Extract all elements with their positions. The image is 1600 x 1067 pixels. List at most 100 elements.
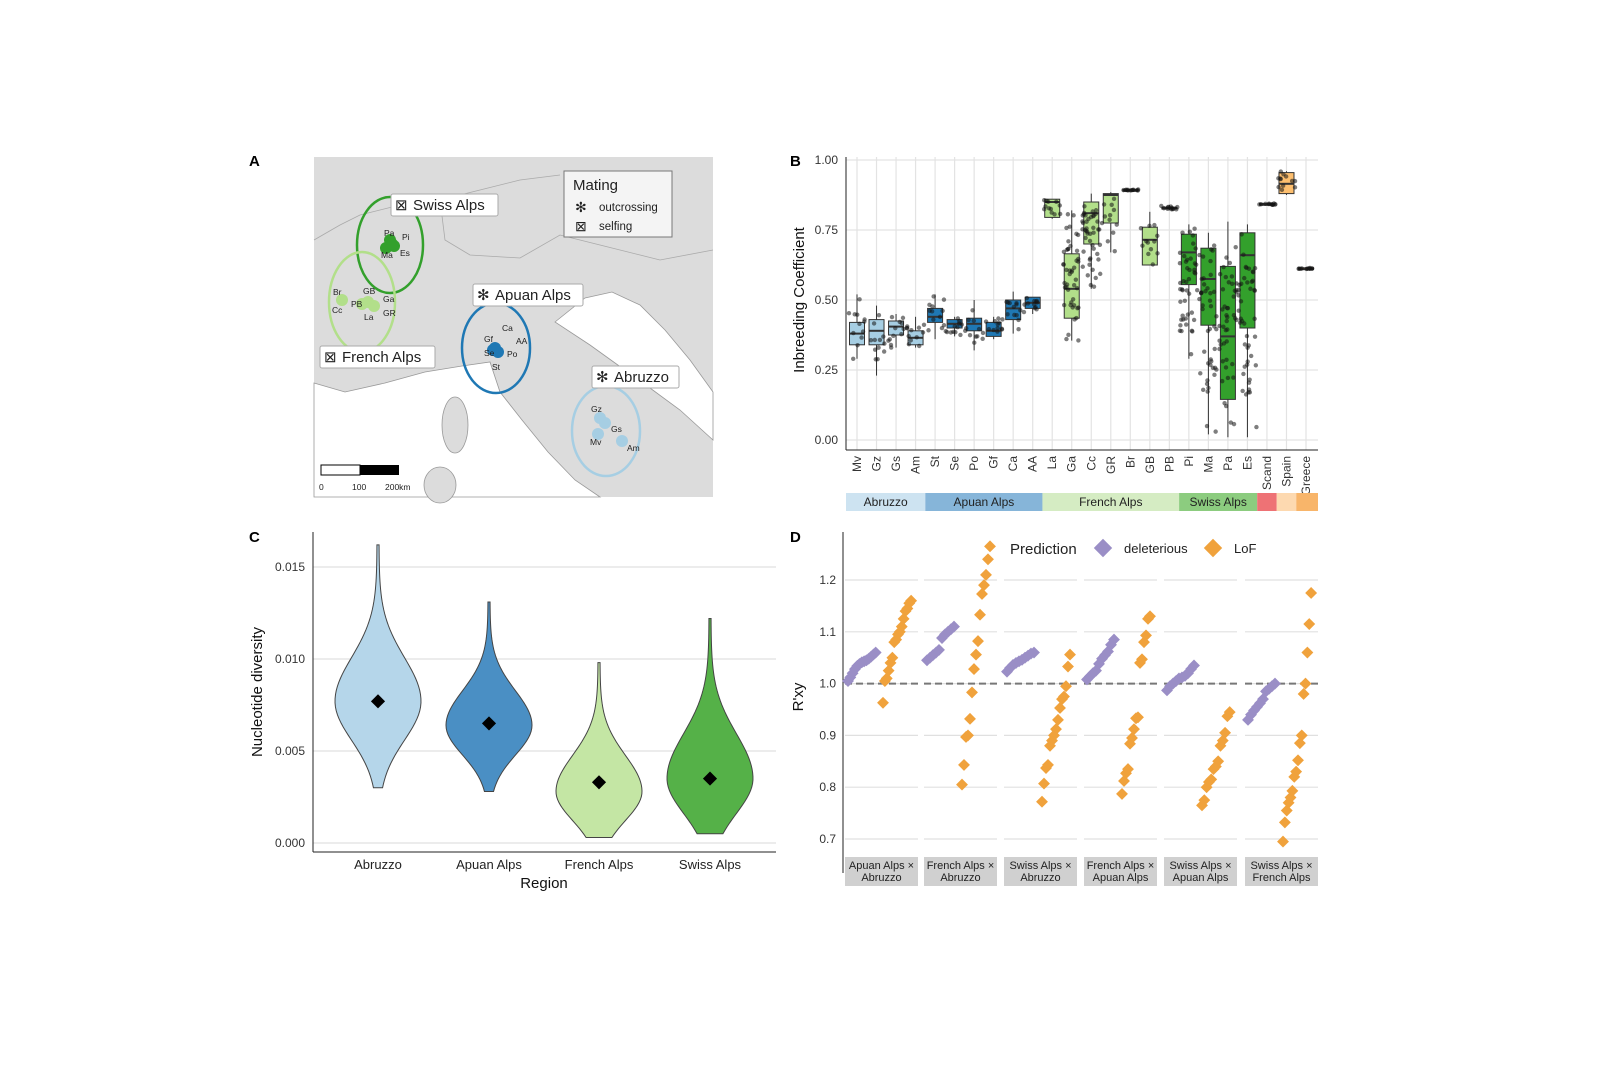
site-label: Br [333, 287, 342, 297]
data-point [1061, 302, 1067, 308]
data-point [1276, 184, 1281, 190]
data-point [941, 323, 947, 328]
data-point [1107, 212, 1113, 218]
lof-point [1042, 758, 1054, 771]
data-point [1073, 277, 1079, 282]
data-point [1254, 424, 1259, 430]
lof-point [1064, 648, 1076, 661]
data-point [1064, 336, 1069, 342]
data-point [1071, 213, 1076, 218]
site-marker [616, 435, 628, 447]
site-label: AA [516, 336, 528, 346]
data-point [886, 338, 891, 343]
lof-point [972, 635, 984, 648]
data-point [1225, 305, 1231, 311]
data-point [851, 356, 856, 361]
data-point [927, 302, 932, 308]
data-point [1242, 342, 1248, 347]
data-point [1082, 204, 1087, 209]
data-point [1180, 313, 1185, 318]
data-point [1105, 239, 1111, 244]
y-tick-label: 0.000 [275, 836, 305, 850]
data-point [1182, 253, 1187, 259]
data-point [943, 329, 948, 334]
site-label: Po [507, 349, 518, 359]
lof-point [1128, 723, 1140, 736]
data-point [899, 332, 904, 337]
data-point [1090, 242, 1095, 248]
data-point [1054, 199, 1059, 205]
data-point [1093, 208, 1099, 213]
lof-point [1122, 763, 1134, 776]
facet-label: Abruzzo [940, 872, 980, 884]
data-point [1205, 389, 1210, 394]
data-point [916, 343, 922, 349]
data-point [1178, 286, 1183, 292]
site-label: St [492, 362, 501, 372]
data-point [1014, 312, 1019, 318]
data-point [1246, 380, 1252, 385]
data-point [1087, 262, 1092, 267]
data-point [859, 335, 864, 340]
data-point [1263, 201, 1268, 206]
data-point [992, 319, 998, 324]
y-tick-label: 0.7 [819, 832, 836, 846]
data-point [1091, 230, 1096, 235]
data-point [1042, 198, 1047, 203]
scalebar-label: 200km [385, 482, 411, 492]
x-tick-label: Gz [870, 456, 884, 471]
region-bar-label: Apuan Alps [954, 495, 1015, 509]
x-tick-label: French Alps [565, 857, 634, 872]
facet-label: French Alps × [927, 860, 995, 872]
region-label-box [390, 193, 499, 217]
site-label: Ca [502, 323, 513, 333]
site-label: GB [363, 286, 376, 296]
region-label: French Alps [342, 349, 421, 366]
data-point [914, 335, 919, 340]
data-point [1097, 242, 1103, 247]
lof-point [964, 712, 976, 725]
x-tick-label: Gf [987, 455, 1001, 468]
data-point [1252, 316, 1257, 321]
data-point [1197, 296, 1202, 302]
data-point [1230, 361, 1235, 367]
region-label-box [591, 365, 680, 389]
legend-deleterious-icon [1093, 538, 1113, 558]
scalebar-black [360, 465, 399, 475]
data-point [1208, 272, 1213, 278]
site-label: Am [627, 443, 640, 453]
data-point [1072, 317, 1077, 322]
data-point [1292, 178, 1298, 184]
y-tick-label: 1.2 [819, 573, 836, 587]
data-point [1183, 259, 1189, 264]
data-point [973, 334, 979, 339]
mating-legend-symbol: ✻ [575, 199, 587, 215]
data-point [1016, 317, 1021, 323]
data-point [1228, 420, 1234, 425]
data-point [1227, 260, 1233, 266]
y-tick-label: 0.8 [819, 780, 836, 794]
data-point [1081, 249, 1086, 254]
deleterious-point [948, 620, 960, 633]
data-point [891, 333, 896, 339]
y-tick-label: 0.010 [275, 652, 305, 666]
data-point [1206, 361, 1211, 366]
region-bar [1296, 493, 1318, 511]
data-point [1071, 303, 1077, 308]
data-point [1192, 261, 1198, 266]
data-point [1239, 232, 1244, 237]
data-point [1091, 225, 1096, 230]
lof-point [984, 540, 996, 553]
x-tick-label: Ma [1201, 456, 1215, 473]
data-point [906, 342, 912, 347]
data-point [1236, 287, 1242, 293]
region-bar-label: Abruzzo [864, 495, 908, 509]
data-point [1180, 230, 1185, 235]
data-point [1071, 265, 1077, 270]
data-point [1197, 252, 1202, 258]
lof-point [1060, 680, 1072, 693]
lof-point [1140, 629, 1152, 642]
data-point [1071, 282, 1077, 288]
